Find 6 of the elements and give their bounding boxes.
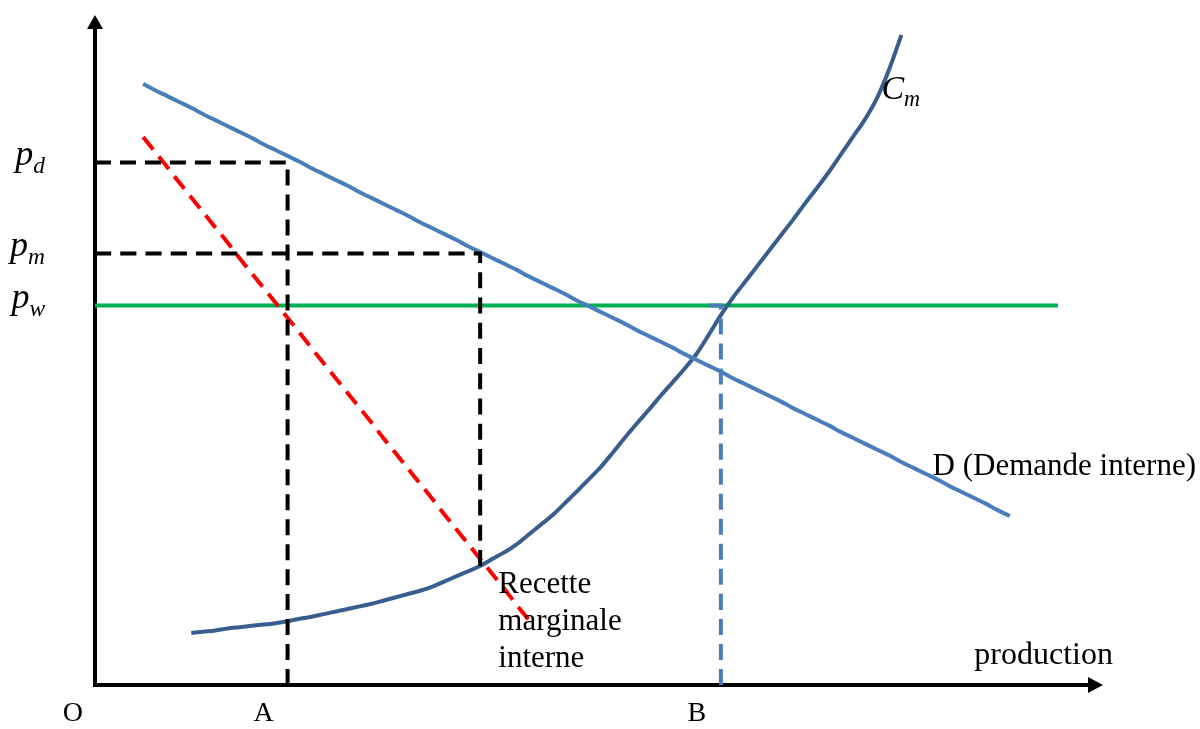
x-tick-label: A [253,696,275,728]
text: O [62,696,84,727]
series-label: Recette marginale interne [498,565,622,675]
x-axis-title: production [974,635,1113,671]
x-tick-label: B [687,696,707,728]
series-label: D (Demande interne) [932,447,1197,482]
